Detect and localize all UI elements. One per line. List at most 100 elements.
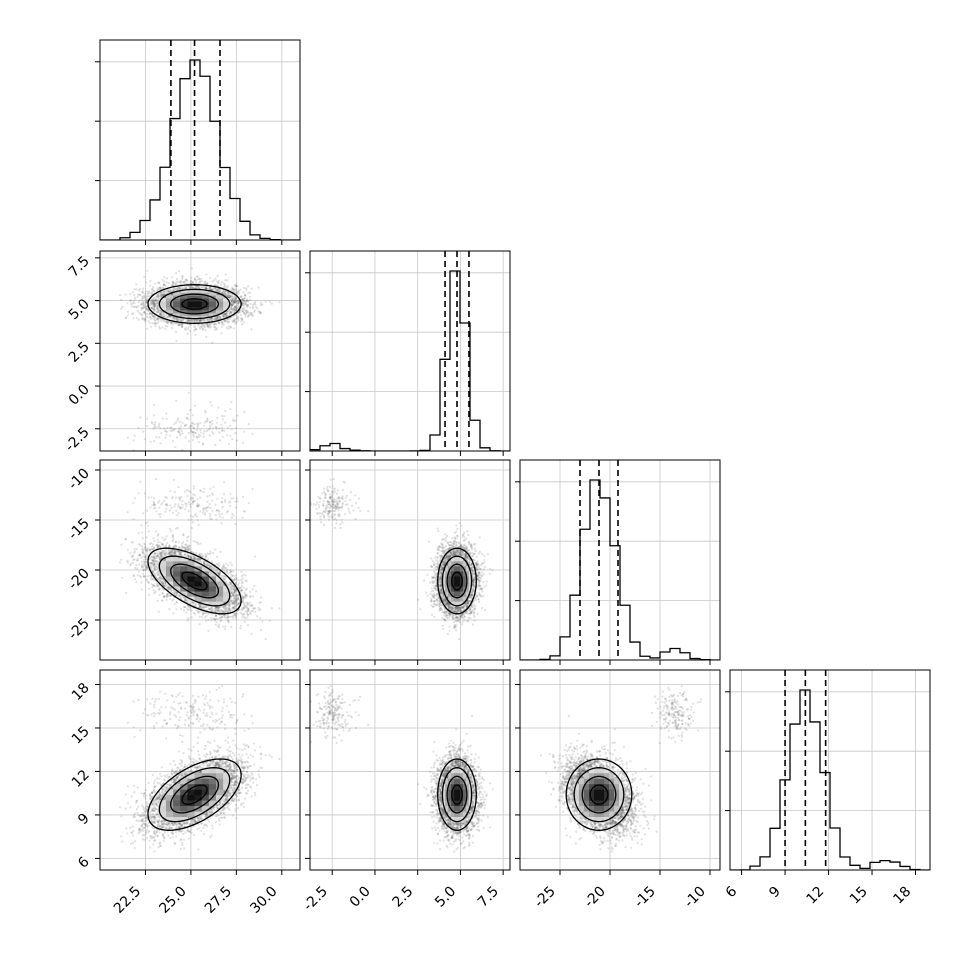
sample-point [153, 303, 156, 306]
sample-point [222, 290, 225, 293]
sample-point [193, 286, 197, 290]
sample-point [235, 439, 239, 442]
sample-point [157, 311, 160, 314]
sample-point [189, 424, 192, 427]
sample-point [185, 417, 188, 420]
sample-point [209, 424, 212, 427]
sample-point [138, 293, 141, 296]
sample-point [155, 295, 158, 298]
sample-point [205, 287, 208, 290]
sample-point [232, 302, 235, 305]
sample-point [160, 432, 163, 435]
sample-point [208, 434, 211, 437]
sample-point [149, 325, 153, 328]
sample-point [162, 286, 165, 289]
sample-point [246, 311, 250, 314]
sample-point [164, 436, 167, 439]
sample-point [228, 312, 231, 315]
sample-point [161, 278, 164, 281]
sample-point [148, 316, 151, 319]
sample-point [175, 339, 178, 342]
sample-point [249, 306, 252, 309]
sample-point [151, 315, 154, 318]
sample-point [217, 406, 220, 409]
sample-point [151, 306, 154, 309]
sample-point [136, 310, 139, 313]
sample-point [152, 298, 155, 301]
sample-point [162, 315, 165, 318]
sample-point [164, 429, 167, 432]
sample-point [231, 297, 234, 300]
sample-point [155, 304, 158, 307]
sample-point [257, 286, 260, 289]
sample-point [141, 290, 144, 293]
sample-point [155, 299, 158, 302]
sample-point [199, 319, 202, 322]
sample-point [227, 291, 230, 294]
sample-point [219, 317, 222, 320]
sample-point [167, 290, 170, 293]
sample-point [268, 300, 271, 303]
sample-point [193, 427, 196, 430]
sample-point [213, 328, 217, 331]
sample-point [224, 285, 227, 288]
sample-point [140, 306, 143, 309]
sample-point [132, 312, 135, 315]
sample-point [141, 318, 144, 321]
sample-point [190, 431, 193, 434]
sample-point [155, 310, 158, 313]
sample-point [232, 300, 236, 303]
sample-point [246, 304, 250, 307]
sample-point [241, 300, 244, 303]
sample-point [242, 291, 245, 294]
sample-point [134, 296, 137, 299]
sample-point [145, 295, 148, 298]
sample-point [191, 282, 194, 285]
sample-point [178, 323, 181, 326]
sample-point [244, 301, 247, 304]
sample-point [143, 317, 146, 320]
sample-point [169, 426, 172, 429]
sample-point [157, 321, 160, 324]
sample-point [189, 428, 193, 431]
sample-point [230, 293, 233, 296]
sample-point [200, 286, 203, 289]
sample-point [172, 316, 175, 319]
sample-point [133, 294, 136, 297]
sample-point [216, 274, 219, 278]
sample-point [175, 282, 178, 285]
sample-point [150, 307, 153, 310]
sample-point [201, 442, 205, 445]
sample-point [241, 302, 244, 306]
sample-point [211, 280, 214, 283]
sample-point [141, 295, 144, 298]
sample-point [234, 288, 238, 291]
sample-point [169, 316, 172, 319]
sample-point [199, 422, 202, 425]
sample-point [143, 311, 146, 314]
sample-point [196, 426, 199, 429]
sample-point [240, 295, 243, 298]
sample-point [214, 323, 217, 326]
sample-point [223, 314, 226, 317]
sample-point [141, 314, 144, 317]
sample-point [150, 302, 153, 305]
sample-point [179, 281, 182, 284]
sample-point [252, 306, 255, 309]
sample-point [223, 283, 226, 286]
sample-point [188, 323, 191, 326]
sample-point [165, 320, 168, 323]
sample-point [219, 316, 222, 319]
sample-point [150, 288, 154, 291]
sample-point [206, 282, 209, 285]
sample-point [232, 296, 235, 299]
sample-point [214, 289, 218, 292]
sample-point [224, 292, 227, 295]
sample-point [216, 317, 219, 320]
sample-point [162, 283, 165, 286]
sample-point [220, 280, 223, 284]
sample-point [126, 302, 129, 305]
sample-point [227, 327, 230, 330]
sample-point [199, 318, 202, 321]
sample-point [226, 310, 230, 313]
